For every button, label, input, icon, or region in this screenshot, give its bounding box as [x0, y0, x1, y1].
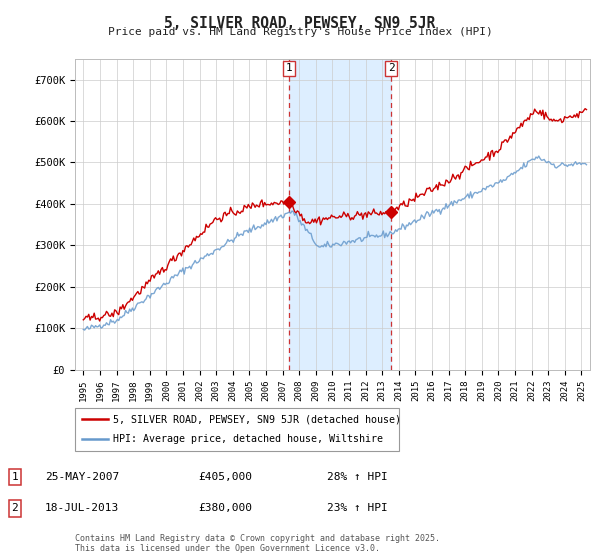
Text: Contains HM Land Registry data © Crown copyright and database right 2025.
This d: Contains HM Land Registry data © Crown c… — [75, 534, 440, 553]
Text: 2: 2 — [388, 63, 395, 73]
Text: £380,000: £380,000 — [198, 503, 252, 514]
Bar — [289, 59, 391, 370]
Text: 28% ↑ HPI: 28% ↑ HPI — [327, 472, 388, 482]
Text: HPI: Average price, detached house, Wiltshire: HPI: Average price, detached house, Wilt… — [113, 434, 383, 444]
Text: 25-MAY-2007: 25-MAY-2007 — [45, 472, 119, 482]
Text: 5, SILVER ROAD, PEWSEY, SN9 5JR: 5, SILVER ROAD, PEWSEY, SN9 5JR — [164, 16, 436, 31]
Text: 2: 2 — [11, 503, 19, 514]
Text: Price paid vs. HM Land Registry's House Price Index (HPI): Price paid vs. HM Land Registry's House … — [107, 27, 493, 37]
Text: 23% ↑ HPI: 23% ↑ HPI — [327, 503, 388, 514]
Text: 1: 1 — [11, 472, 19, 482]
Text: 1: 1 — [286, 63, 292, 73]
Text: 18-JUL-2013: 18-JUL-2013 — [45, 503, 119, 514]
Text: £405,000: £405,000 — [198, 472, 252, 482]
Text: 5, SILVER ROAD, PEWSEY, SN9 5JR (detached house): 5, SILVER ROAD, PEWSEY, SN9 5JR (detache… — [113, 414, 401, 424]
